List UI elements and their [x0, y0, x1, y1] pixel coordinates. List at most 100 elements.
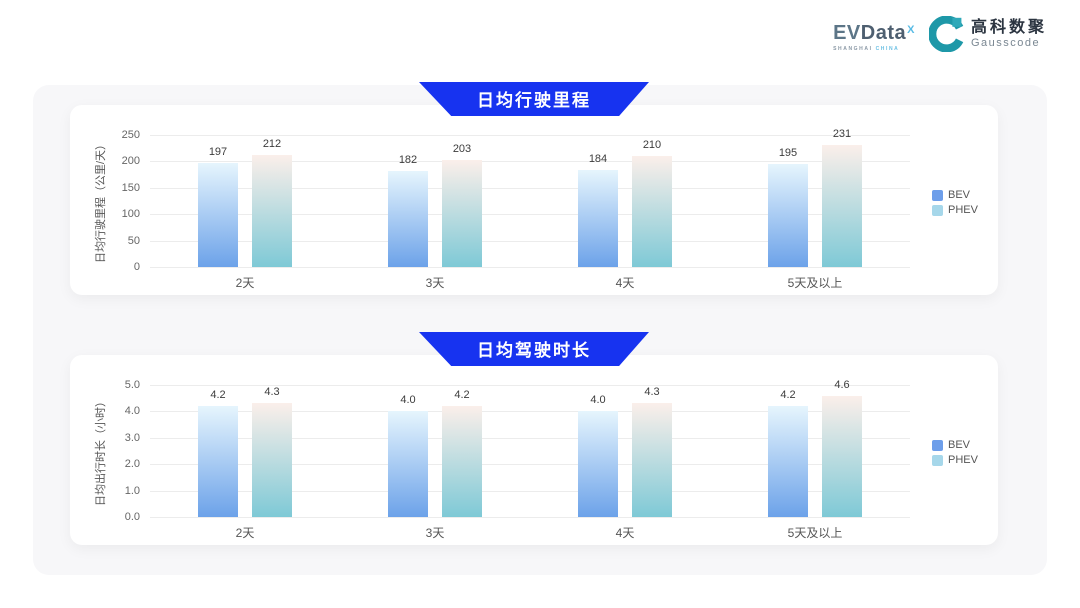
bar-value-label: 4.3 — [264, 386, 280, 398]
evdata-wordmark: EVDataX — [833, 20, 915, 43]
legend-item-phev: PHEV — [932, 454, 978, 466]
legend-label: BEV — [948, 189, 971, 201]
gausscode-en-name: Gausscode — [970, 37, 1041, 49]
gridline — [150, 267, 910, 268]
chart-area-duration: 0.0 1.0 2.0 3.0 4.0 5.0 日均出行时长（小时） 2天 4.2 4.3 3天 4.… — [70, 355, 998, 545]
bar-phev — [632, 403, 672, 517]
gridline — [150, 135, 910, 136]
bar-phev — [252, 155, 292, 267]
legend-item-phev: PHEV — [932, 204, 978, 216]
bar-value-label: 4.2 — [454, 389, 470, 401]
bar-value-label: 195 — [778, 147, 798, 159]
chart-title: 日均行驶里程 — [477, 90, 591, 110]
bar-bev — [768, 164, 808, 267]
bar-phev — [442, 406, 482, 517]
legend-label: PHEV — [948, 204, 978, 216]
chart-title-banner: 日均驾驶时长 — [419, 332, 649, 366]
legend-swatch-phev — [932, 454, 943, 466]
bar-phev — [822, 145, 862, 267]
x-category-label: 4天 — [615, 276, 635, 290]
bar-phev — [442, 160, 482, 267]
bar-value-label: 231 — [832, 128, 852, 140]
x-category-label: 4天 — [615, 526, 635, 540]
gridline — [150, 437, 910, 439]
gridline — [150, 490, 910, 492]
gridline — [150, 464, 910, 466]
bar-bev — [768, 406, 808, 517]
y-tick-label: 5.0 — [124, 379, 140, 391]
chart-card-daily-mileage: 日均行驶里程 0 50 100 150 200 250 日均行驶里程（公里/天） 2天 197 2… — [70, 82, 998, 295]
bar-bev — [388, 171, 428, 267]
evdata-subtitle-china: CHINA — [875, 46, 900, 52]
gausscode-logo: 高科数聚 Gausscode — [928, 16, 1047, 52]
y-tick-label: 50 — [127, 234, 140, 247]
bar-value-label: 212 — [262, 138, 282, 150]
x-category-label: 5天及以上 — [787, 276, 843, 290]
x-category-label: 5天及以上 — [787, 526, 843, 540]
y-tick-label: 2.0 — [124, 458, 140, 471]
y-tick-label: 250 — [121, 129, 140, 141]
bar-bev — [578, 411, 618, 517]
y-tick-label: 4.0 — [124, 405, 140, 418]
gridline — [150, 385, 910, 386]
y-tick-label: 3.0 — [124, 431, 140, 444]
bar-bev — [198, 163, 238, 267]
bar-phev — [632, 156, 672, 267]
gridline — [150, 240, 910, 242]
chart-area-mileage: 0 50 100 150 200 250 日均行驶里程（公里/天） 2天 197 212 3天 182… — [70, 105, 998, 295]
gridline — [150, 411, 910, 413]
y-tick-label: 0 — [133, 261, 140, 273]
bar-phev — [252, 403, 292, 517]
legend-swatch-bev — [932, 189, 943, 201]
bar-value-label: 210 — [642, 139, 662, 151]
bar-value-label: 197 — [208, 146, 228, 158]
gridline — [150, 214, 910, 216]
charts-panel: 日均行驶里程 0 50 100 150 200 250 日均行驶里程（公里/天） 2天 197 2… — [33, 82, 1047, 575]
evdata-subtitle: SHANGHAI CHINA — [833, 46, 915, 52]
y-tick-label: 0.0 — [124, 511, 140, 523]
legend: BEV PHEV — [932, 189, 978, 216]
bar-value-label: 203 — [452, 143, 472, 155]
bar-value-label: 4.0 — [590, 394, 606, 406]
x-category-label: 2天 — [235, 526, 255, 540]
evdata-data-text: Data — [860, 22, 907, 44]
legend-item-bev: BEV — [932, 439, 978, 451]
gausscode-cn-name: 高科数聚 — [970, 19, 1047, 36]
evdata-subtitle-shanghai: SHANGHAI — [833, 46, 873, 52]
legend-item-bev: BEV — [932, 189, 978, 201]
legend-swatch-bev — [932, 439, 943, 451]
legend-swatch-phev — [932, 204, 943, 216]
bar-value-label: 184 — [588, 153, 608, 165]
bar-bev — [198, 406, 238, 517]
legend: BEV PHEV — [932, 439, 978, 466]
y-tick-label: 150 — [121, 181, 140, 194]
bar-value-label: 4.6 — [834, 379, 850, 391]
bar-value-label: 4.0 — [400, 394, 416, 406]
bar-value-label: 4.2 — [210, 389, 226, 401]
x-category-label: 2天 — [235, 276, 255, 290]
bar-value-label: 4.2 — [780, 389, 796, 401]
bar-value-label: 182 — [398, 154, 418, 166]
bar-bev — [578, 170, 618, 267]
chart-title-banner: 日均行驶里程 — [419, 82, 649, 116]
y-tick-label: 1.0 — [124, 484, 140, 497]
gausscode-text: 高科数聚 Gausscode — [971, 19, 1047, 49]
x-category-label: 3天 — [425, 526, 445, 540]
evdata-ev-text: EV — [833, 22, 861, 44]
evdata-logo: EVDataX SHANGHAI CHINA — [833, 16, 915, 52]
gridline — [150, 517, 910, 518]
legend-label: BEV — [948, 439, 971, 451]
x-category-label: 3天 — [425, 276, 445, 290]
y-axis-title: 日均出行时长（小时） — [95, 396, 107, 506]
y-tick-label: 200 — [121, 155, 140, 168]
chart-card-daily-duration: 日均驾驶时长 0.0 1.0 2.0 3.0 4.0 5.0 日均出行时长（小时） 2天 4.2… — [70, 332, 998, 545]
gridline — [150, 187, 910, 189]
legend-label: PHEV — [948, 454, 978, 466]
bar-bev — [388, 411, 428, 517]
header-logos: EVDataX SHANGHAI CHINA 高科数聚 Gausscode — [833, 16, 1047, 52]
chart-title: 日均驾驶时长 — [477, 340, 591, 360]
y-axis-title: 日均行驶里程（公里/天） — [95, 138, 107, 264]
evdata-x-mark: X — [907, 24, 915, 36]
bar-value-label: 4.3 — [644, 386, 660, 398]
